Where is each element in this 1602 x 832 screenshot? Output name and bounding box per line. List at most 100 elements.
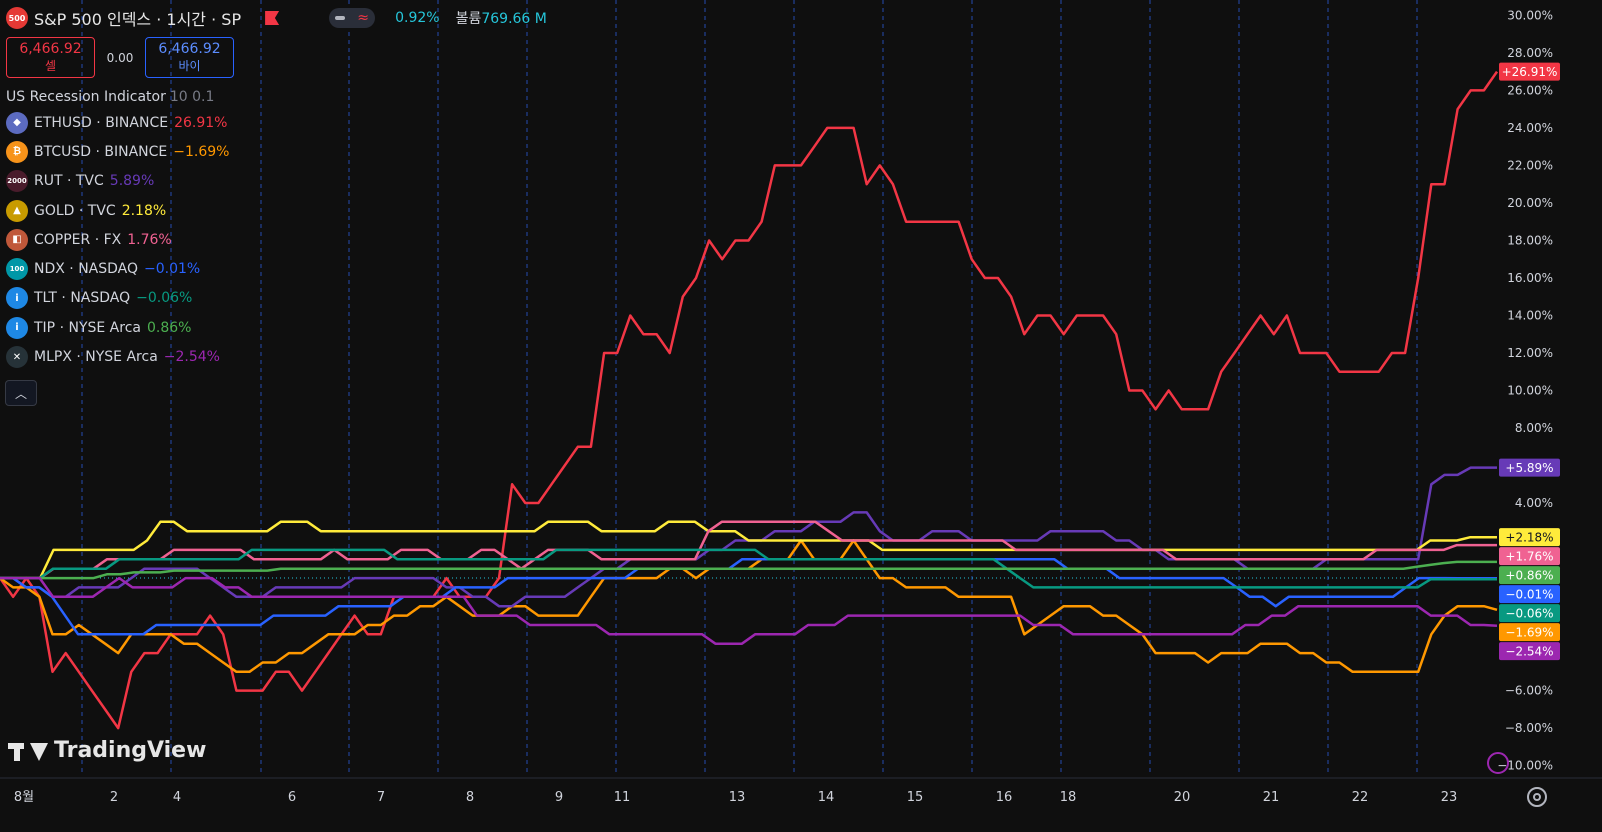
legend-row-copper[interactable]: ◧ COPPER · FX 1.76% xyxy=(6,225,229,254)
y-tick-label: 30.00% xyxy=(1507,8,1553,22)
series-legend: US Recession Indicator 10 0.1 ◆ ETHUSD · … xyxy=(6,86,229,372)
y-tick-label: 10.00% xyxy=(1507,384,1553,398)
buy-button[interactable]: 6,466.92 바이 xyxy=(145,37,234,78)
logo-text: TradingView xyxy=(54,738,207,763)
badge-text: −0.06% xyxy=(1505,607,1553,621)
y-tick-label: 26.00% xyxy=(1507,83,1553,97)
series-line-tlt xyxy=(0,548,1497,589)
rut-index-icon: 2000 xyxy=(6,170,28,193)
y-tick-label: 24.00% xyxy=(1507,121,1553,135)
legend-row-tlt[interactable]: i TLT · NASDAQ −0.06% xyxy=(6,284,229,313)
legend-row-mlpx[interactable]: ✕ MLPX · NYSE Arca −2.54% xyxy=(6,342,229,371)
legend-change: 5.89% xyxy=(109,173,155,190)
series-line-mlpx xyxy=(0,576,1498,645)
y-tick-label: 20.00% xyxy=(1507,196,1553,210)
gold-bars-icon: ▲ xyxy=(6,199,28,222)
price-axis[interactable]: 30.00% 28.00% 26.00% 24.00% 22.00% 20.00% 18.0… xyxy=(1497,8,1553,772)
y-tick-label: 22.00% xyxy=(1507,158,1553,172)
badge-text: +26.91% xyxy=(1502,65,1558,79)
legend-change: 2.18% xyxy=(121,202,167,219)
badge-bg xyxy=(1499,566,1560,585)
change-percent: 0.92% xyxy=(395,10,440,26)
trade-panel: 6,466.92 셀 0.00 6,466.92 바이 xyxy=(6,37,234,78)
badge-text: −2.54% xyxy=(1505,645,1553,659)
legend-symbol: RUT · TVC xyxy=(34,173,104,190)
badge-text: +1.76% xyxy=(1505,550,1553,564)
badge-bg xyxy=(1499,547,1560,566)
volume-value: 769.66 M xyxy=(481,11,547,27)
info-icon: i xyxy=(6,316,28,339)
badge-bg xyxy=(1499,585,1560,604)
x-tick-label: 14 xyxy=(818,790,835,805)
legend-symbol: NDX · NASDAQ xyxy=(34,261,139,278)
volume-label: 볼륨 xyxy=(455,11,482,27)
sell-label: 셀 xyxy=(44,58,57,73)
indicator-legend[interactable]: US Recession Indicator 10 0.1 xyxy=(6,86,229,108)
chart-header: 500 S&P 500 인덱스 · 1시간 · SP ≈ 0.92% 볼륨769… xyxy=(6,6,547,30)
badge-bg xyxy=(1499,528,1560,547)
badge-tip: +0.86% xyxy=(1499,566,1560,585)
buy-label: 바이 xyxy=(178,58,201,73)
session-separators xyxy=(81,0,1418,775)
time-axis[interactable]: 8월 2 4 6 7 8 9 11 13 14 15 16 18 20 21 22 23 xyxy=(0,777,1602,805)
badge-ethusd: +26.91% xyxy=(1499,62,1560,81)
spread-value: 0.00 xyxy=(106,50,134,65)
series-line-rut xyxy=(0,466,1497,608)
x-tick-label: 6 xyxy=(288,790,296,805)
badge-bg xyxy=(1499,62,1560,81)
copper-icon: ◧ xyxy=(6,228,28,251)
x-tick-label: 8 xyxy=(466,790,474,805)
badge-mlpx: −2.54% xyxy=(1499,642,1560,661)
x-tick-label: 7 xyxy=(377,790,385,805)
legend-row-rut[interactable]: 2000 RUT · TVC 5.89% xyxy=(6,167,229,196)
series-lines xyxy=(0,70,1499,730)
badge-text: −0.01% xyxy=(1505,588,1553,602)
legend-row-tip[interactable]: i TIP · NYSE Arca 0.86% xyxy=(6,313,229,342)
ethereum-icon: ◆ xyxy=(6,111,28,134)
settings-gear-icon[interactable] xyxy=(1527,787,1547,807)
legend-row-btcusd[interactable]: ₿ BTCUSD · BINANCE −1.69% xyxy=(6,137,229,166)
badge-bg xyxy=(1499,623,1560,642)
y-tick-label: −8.00% xyxy=(1505,721,1553,735)
legend-change: 0.86% xyxy=(146,319,192,336)
legend-change: 1.76% xyxy=(127,231,172,248)
approx-icon[interactable]: ≈ xyxy=(357,10,370,26)
series-line-ethusd xyxy=(0,70,1499,730)
symbol-title[interactable]: S&P 500 인덱스 · 1시간 · SP xyxy=(34,10,242,29)
nasdaq-100-icon: 100 xyxy=(6,258,28,281)
x-tick-label: 8월 xyxy=(14,790,34,805)
line-style-icon[interactable] xyxy=(335,16,346,20)
badge-text: +0.86% xyxy=(1505,569,1553,583)
sell-price: 6,466.92 xyxy=(19,40,82,57)
collapse-legend-button[interactable]: ︿ xyxy=(5,380,37,406)
legend-symbol: TLT · NASDAQ xyxy=(34,290,131,307)
badge-ndx: −0.01% xyxy=(1499,585,1560,604)
flag-icon[interactable] xyxy=(265,11,280,25)
badge-btcusd: −1.69% xyxy=(1499,623,1560,642)
x-tick-label: 20 xyxy=(1174,790,1191,805)
legend-symbol: ETHUSD · BINANCE xyxy=(34,114,169,131)
y-tick-label: 28.00% xyxy=(1507,46,1553,60)
legend-symbol: BTCUSD · BINANCE xyxy=(34,143,168,160)
legend-row-ethusd[interactable]: ◆ ETHUSD · BINANCE 26.91% xyxy=(6,108,229,137)
legend-symbol: COPPER · FX xyxy=(34,231,122,248)
chevron-up-icon: ︿ xyxy=(14,386,27,401)
legend-change: −0.01% xyxy=(144,261,201,278)
legend-change: −0.06% xyxy=(136,290,193,307)
badge-copper: +1.76% xyxy=(1499,547,1560,566)
y-tick-label: 16.00% xyxy=(1507,271,1553,285)
badge-text: −1.69% xyxy=(1505,626,1553,640)
scroll-to-realtime-icon[interactable] xyxy=(1487,752,1509,774)
legend-row-ndx[interactable]: 100 NDX · NASDAQ −0.01% xyxy=(6,254,229,283)
y-tick-label: 8.00% xyxy=(1515,421,1553,435)
chart-type-toggle[interactable]: ≈ xyxy=(329,8,376,28)
legend-row-gold[interactable]: ▲ GOLD · TVC 2.18% xyxy=(6,196,229,225)
bitcoin-icon: ₿ xyxy=(6,140,28,163)
badge-bg xyxy=(1499,604,1560,623)
badge-tlt: −0.06% xyxy=(1499,604,1560,623)
sp500-symbol-icon: 500 xyxy=(6,7,28,29)
tradingview-logo: TradingView xyxy=(8,738,206,763)
sell-button[interactable]: 6,466.92 셀 xyxy=(6,37,95,78)
x-tick-label: 4 xyxy=(173,790,181,805)
